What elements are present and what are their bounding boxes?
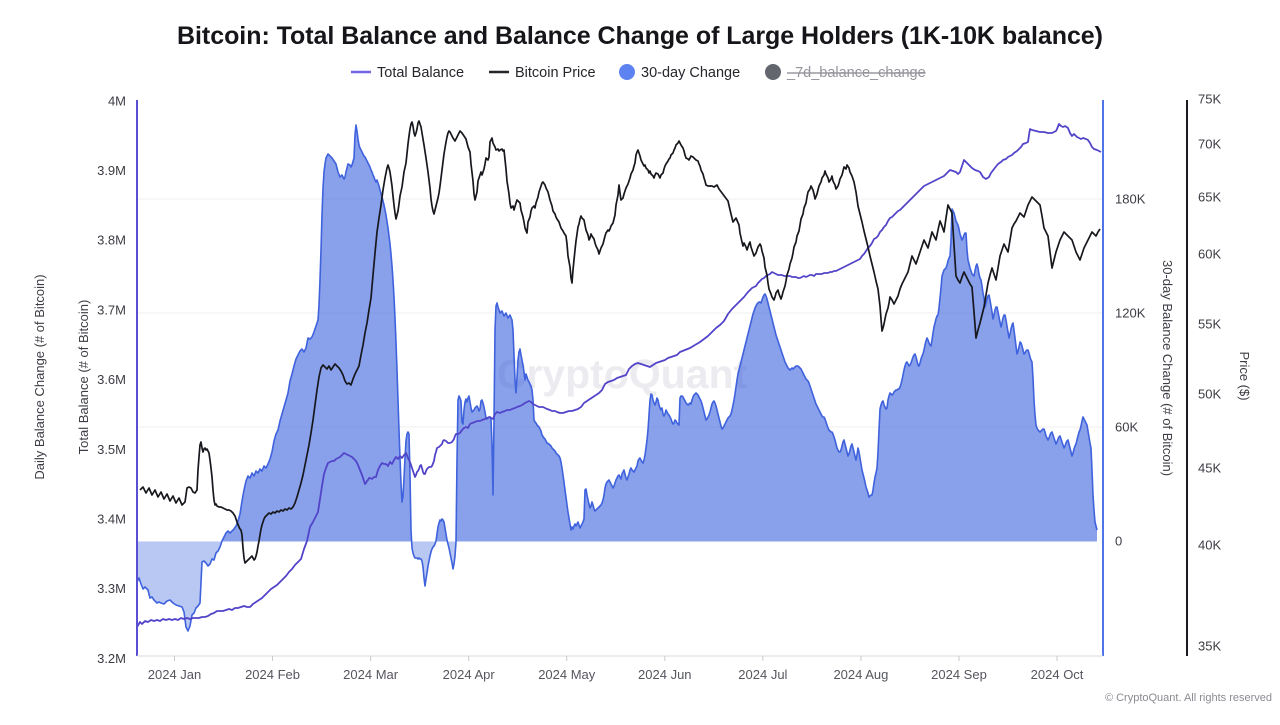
svg-text:2024 Oct: 2024 Oct xyxy=(1031,667,1084,682)
svg-text:35K: 35K xyxy=(1198,639,1221,654)
svg-text:2024 Sep: 2024 Sep xyxy=(931,667,987,682)
svg-text:3.3M: 3.3M xyxy=(97,581,126,596)
svg-text:60K: 60K xyxy=(1198,247,1221,262)
svg-text:Daily Balance Change (# of Bit: Daily Balance Change (# of Bitcoin) xyxy=(32,274,47,479)
svg-text:3.4M: 3.4M xyxy=(97,512,126,527)
svg-text:70K: 70K xyxy=(1198,137,1221,152)
svg-text:© CryptoQuant. All rights rese: © CryptoQuant. All rights reserved xyxy=(1105,692,1272,704)
svg-text:45K: 45K xyxy=(1198,461,1221,476)
svg-text:2024 May: 2024 May xyxy=(538,667,596,682)
svg-text:Bitcoin Price: Bitcoin Price xyxy=(515,65,596,81)
svg-text:30-day Balance Change (# of Bi: 30-day Balance Change (# of Bitcoin) xyxy=(1160,260,1175,476)
svg-text:40K: 40K xyxy=(1198,538,1221,553)
svg-text:Price ($): Price ($) xyxy=(1237,351,1252,400)
svg-text:2024 Jan: 2024 Jan xyxy=(148,667,202,682)
svg-text:2024 Jul: 2024 Jul xyxy=(738,667,787,682)
svg-text:2024 Jun: 2024 Jun xyxy=(638,667,692,682)
svg-text:50K: 50K xyxy=(1198,387,1221,402)
svg-text:60K: 60K xyxy=(1115,420,1138,435)
svg-text:55K: 55K xyxy=(1198,317,1221,332)
svg-text:CryptoQuant: CryptoQuant xyxy=(497,351,748,397)
svg-text:2024 Mar: 2024 Mar xyxy=(343,667,399,682)
svg-text:75K: 75K xyxy=(1198,92,1221,107)
svg-text:2024 Feb: 2024 Feb xyxy=(245,667,300,682)
svg-text:3.5M: 3.5M xyxy=(97,442,126,457)
svg-text:3.2M: 3.2M xyxy=(97,651,126,666)
svg-text:0: 0 xyxy=(1115,534,1122,549)
svg-text:2024 Aug: 2024 Aug xyxy=(833,667,888,682)
svg-text:Total Balance (# of Bitcoin): Total Balance (# of Bitcoin) xyxy=(76,300,91,455)
svg-text:180K: 180K xyxy=(1115,192,1146,207)
svg-text:120K: 120K xyxy=(1115,306,1146,321)
svg-text:3.6M: 3.6M xyxy=(97,372,126,387)
svg-text:30-day Change: 30-day Change xyxy=(641,65,740,81)
svg-text:Total Balance: Total Balance xyxy=(377,65,464,81)
svg-text:2024 Apr: 2024 Apr xyxy=(443,667,496,682)
svg-text:Bitcoin: Total Balance and Bal: Bitcoin: Total Balance and Balance Chang… xyxy=(177,22,1103,50)
svg-text:_7d_balance_change: _7d_balance_change xyxy=(786,65,926,81)
svg-text:3.8M: 3.8M xyxy=(97,233,126,248)
svg-text:65K: 65K xyxy=(1198,190,1221,205)
svg-text:3.7M: 3.7M xyxy=(97,302,126,317)
svg-text:3.9M: 3.9M xyxy=(97,163,126,178)
svg-text:4M: 4M xyxy=(108,93,126,108)
